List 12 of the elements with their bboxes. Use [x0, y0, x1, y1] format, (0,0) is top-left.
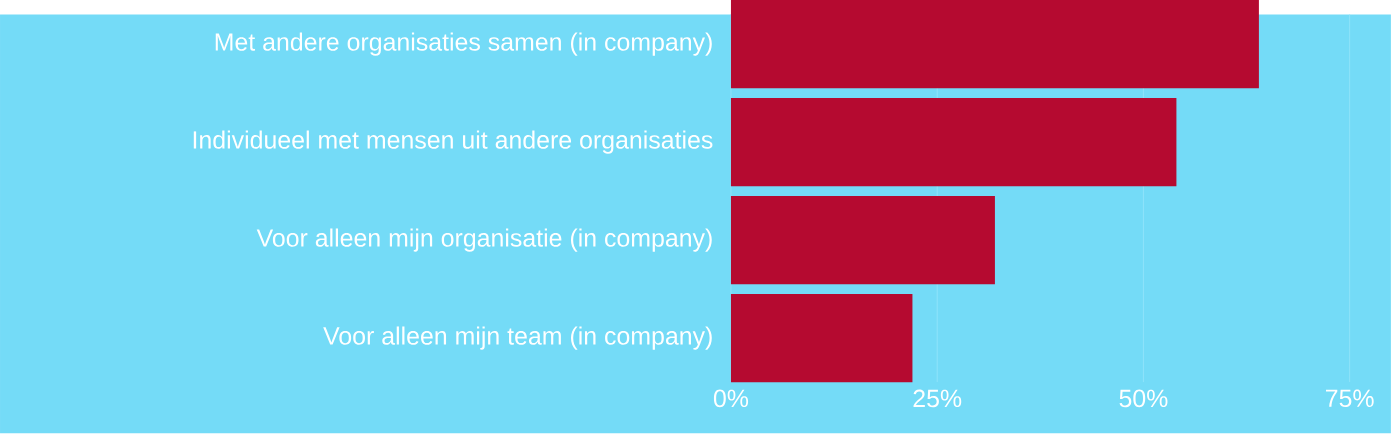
- bar: [730, 0, 1259, 89]
- x-tick-label: 75%: [1326, 389, 1374, 408]
- y-tick-label: Met andere organisaties samen (in company): [215, 32, 712, 56]
- x-tick-label: 50%: [1119, 389, 1168, 408]
- y-tick-label: Individueel met mensen uit andere organisaties: [193, 130, 713, 154]
- x-tick-label: 0%: [713, 389, 749, 408]
- x-tick-label: 25%: [913, 389, 962, 408]
- y-tick-label: Voor alleen mijn organisatie (in company): [256, 228, 712, 252]
- bar: [730, 98, 1177, 187]
- bar: [730, 196, 995, 285]
- bar: [730, 294, 913, 383]
- y-tick-label: Voor alleen mijn team (in company): [323, 326, 712, 350]
